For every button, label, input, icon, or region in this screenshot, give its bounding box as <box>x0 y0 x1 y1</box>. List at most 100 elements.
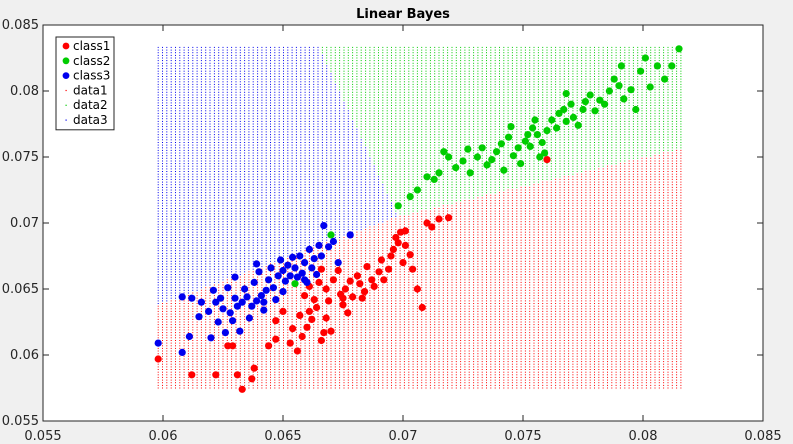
grid-point-1078 <box>192 287 194 289</box>
grid-point-691 <box>179 279 181 281</box>
grid-point-716 <box>179 213 181 215</box>
grid-point-84 <box>157 165 159 167</box>
grid-point-779 <box>179 46 181 48</box>
grid-point-295 <box>166 295 168 297</box>
grid-point-1484 <box>205 244 207 246</box>
grid-point-4179 <box>295 337 297 339</box>
grid-point-3790 <box>283 334 284 336</box>
grid-point-4466 <box>304 266 306 268</box>
grid-point-2233 <box>231 326 233 328</box>
grid-point-3685 <box>278 268 280 270</box>
grid-point-2530 <box>239 229 241 231</box>
grid-point-4681 <box>313 384 315 386</box>
grid-point-1516 <box>205 160 207 162</box>
grid-point-4191 <box>295 305 297 307</box>
grid-point-1725 <box>213 295 215 297</box>
grid-point-2576 <box>239 107 241 109</box>
grid-point-2591 <box>239 68 241 70</box>
grid-point-2354 <box>235 350 237 352</box>
grid-point-1250 <box>196 176 198 178</box>
grid-point-2281 <box>231 200 233 202</box>
grid-point-3053 <box>257 221 259 223</box>
grid-point-3674 <box>278 297 280 299</box>
grid-point-4327 <box>300 289 302 291</box>
grid-point-1933 <box>218 89 220 91</box>
grid-point-552 <box>175 303 176 304</box>
grid-point-2828 <box>248 128 250 130</box>
grid-point-1218 <box>196 260 198 262</box>
grid-point-1913 <box>218 142 220 143</box>
grid-point-3307 <box>265 237 267 238</box>
grid-point-1391 <box>200 147 202 149</box>
grid-point-4222 <box>295 223 297 225</box>
grid-point-132 <box>162 382 163 384</box>
grid-point-514 <box>170 60 172 62</box>
grid-point-1699 <box>213 363 215 365</box>
grid-point-1263 <box>196 142 198 143</box>
grid-point-2928 <box>252 208 254 209</box>
grid-point-77 <box>157 184 159 186</box>
grid-point-2583 <box>239 89 241 91</box>
grid-point-3362 <box>265 91 267 93</box>
grid-point-160 <box>162 308 163 310</box>
grid-point-4662 <box>308 91 310 93</box>
grid-point-4925 <box>317 83 319 85</box>
grid-point-4271 <box>295 94 297 96</box>
grid-point-338 <box>166 181 168 183</box>
grid-point-1876 <box>218 239 220 241</box>
grid-point-115 <box>157 83 159 85</box>
grid-point-2691 <box>244 147 246 149</box>
grid-point-4365 <box>300 189 302 191</box>
grid-point-1162 <box>192 65 194 67</box>
grid-point-656 <box>179 371 181 373</box>
grid-point-1415 <box>200 83 202 85</box>
grid-point-1084 <box>192 271 194 273</box>
grid-point-2246 <box>231 292 233 294</box>
grid-point-3915 <box>287 347 289 349</box>
grid-point-4630 <box>308 176 310 178</box>
grid-point-3763 <box>278 62 280 64</box>
grid-point-147 <box>162 342 163 344</box>
grid-point-230 <box>162 123 163 125</box>
grid-point-261 <box>166 384 168 386</box>
grid-point-1014 <box>187 112 189 114</box>
grid-point-1070 <box>192 308 194 310</box>
grid-point-3797 <box>283 316 284 318</box>
grid-point-3873 <box>283 115 284 117</box>
grid-point-3234 <box>261 86 263 88</box>
grid-point-3176 <box>261 239 263 241</box>
grid-point-1069 <box>192 310 194 312</box>
grid-point-2273 <box>231 221 233 223</box>
grid-point-3049 <box>257 231 259 233</box>
grid-point-3903 <box>287 379 289 381</box>
grid-point-2159 <box>226 178 228 180</box>
grid-point-3163 <box>261 274 263 275</box>
grid-point-3448 <box>270 208 271 209</box>
grid-point-2959 <box>252 126 254 128</box>
grid-point-1903 <box>218 168 220 170</box>
grid-point-809 <box>183 310 185 312</box>
grid-point-579 <box>175 231 176 233</box>
grid-point-2525 <box>239 242 241 244</box>
grid-point-4250 <box>295 149 297 151</box>
grid-point-1818 <box>213 49 215 51</box>
grid-point-56 <box>157 239 159 241</box>
grid-point-106 <box>157 107 159 109</box>
grid-point-2069 <box>222 73 224 75</box>
grid-point-4168 <box>295 366 297 368</box>
grid-point-4335 <box>300 268 302 270</box>
grid-point-3751 <box>278 94 280 96</box>
grid-point-1247 <box>196 184 198 186</box>
grid-point-1983 <box>222 300 224 302</box>
grid-point-2782 <box>248 250 250 252</box>
grid-point-3849 <box>283 178 284 180</box>
grid-point-4640 <box>308 149 310 151</box>
grid-point-3346 <box>265 134 267 136</box>
grid-point-677 <box>179 316 181 318</box>
grid-point-3509 <box>270 46 271 48</box>
grid-point-13 <box>157 353 159 355</box>
grid-point-3455 <box>270 189 271 191</box>
grid-point-2353 <box>235 353 237 355</box>
grid-point-4637 <box>308 157 310 159</box>
grid-point-3747 <box>278 105 280 106</box>
